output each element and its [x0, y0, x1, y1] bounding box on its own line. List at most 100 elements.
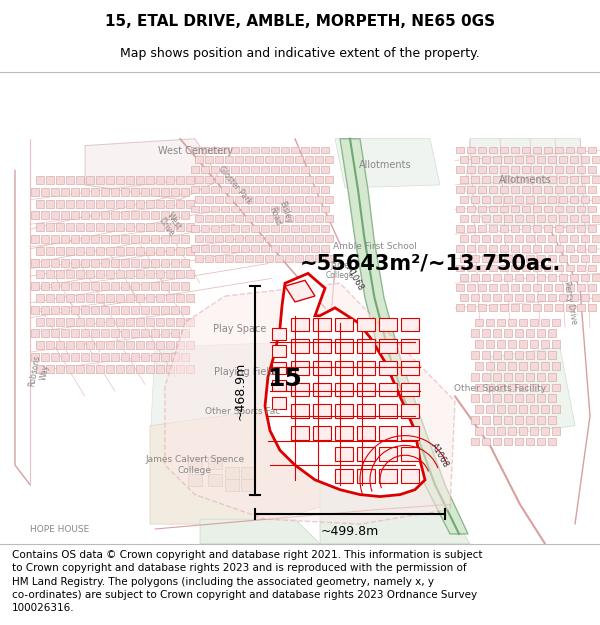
Bar — [188, 474, 202, 486]
Bar — [493, 438, 501, 446]
Bar — [493, 274, 501, 281]
Bar — [301, 186, 309, 192]
Bar — [478, 245, 486, 252]
Bar — [335, 469, 353, 482]
Bar — [335, 361, 353, 374]
Bar — [285, 235, 293, 242]
Bar — [544, 206, 552, 212]
Bar — [537, 176, 545, 183]
Bar — [131, 306, 139, 314]
Bar — [56, 294, 64, 302]
Bar — [225, 479, 239, 491]
Bar — [231, 147, 239, 154]
Bar — [215, 156, 223, 163]
Bar — [471, 196, 479, 202]
Bar — [41, 353, 49, 361]
Bar — [577, 264, 585, 271]
Polygon shape — [285, 280, 315, 302]
Bar — [500, 284, 508, 291]
Bar — [281, 186, 289, 192]
Text: West
Drive: West Drive — [156, 210, 184, 238]
Bar — [325, 216, 333, 222]
Bar — [559, 216, 567, 222]
Bar — [526, 372, 534, 381]
Bar — [156, 365, 164, 372]
Bar — [544, 225, 552, 232]
Bar — [456, 245, 464, 252]
Bar — [76, 176, 84, 184]
Bar — [251, 206, 259, 212]
Bar — [311, 206, 319, 212]
Bar — [486, 362, 494, 370]
Bar — [456, 284, 464, 291]
Polygon shape — [165, 283, 455, 524]
Bar — [295, 196, 303, 202]
Bar — [555, 245, 563, 252]
Bar — [201, 147, 209, 154]
Bar — [251, 147, 259, 154]
Bar — [141, 329, 149, 338]
Text: Map shows position and indicative extent of the property.: Map shows position and indicative extent… — [120, 48, 480, 61]
Bar — [36, 176, 44, 184]
Bar — [46, 294, 54, 302]
Bar — [471, 255, 479, 262]
Bar — [555, 206, 563, 212]
Bar — [291, 361, 309, 374]
Bar — [493, 351, 501, 359]
Bar — [467, 186, 475, 192]
Bar — [261, 245, 269, 252]
Bar — [51, 259, 59, 266]
Bar — [181, 306, 189, 314]
Bar — [215, 235, 223, 242]
Bar — [171, 235, 179, 243]
Bar — [291, 339, 309, 353]
Bar — [519, 340, 527, 348]
Bar — [76, 271, 84, 278]
Bar — [508, 362, 516, 370]
Bar — [537, 351, 545, 359]
Bar — [581, 235, 589, 242]
Bar — [241, 245, 249, 252]
Bar — [544, 284, 552, 291]
Bar — [46, 223, 54, 231]
Polygon shape — [85, 139, 220, 199]
Bar — [541, 384, 549, 391]
Bar — [91, 188, 99, 196]
Text: West Cemetery: West Cemetery — [157, 146, 233, 156]
Bar — [497, 384, 505, 391]
Bar — [544, 264, 552, 271]
Bar — [522, 206, 530, 212]
Bar — [265, 156, 273, 163]
Bar — [156, 247, 164, 255]
Bar — [126, 176, 134, 184]
Bar — [295, 216, 303, 222]
Bar — [493, 416, 501, 424]
Bar — [146, 199, 154, 208]
Bar — [76, 365, 84, 372]
Bar — [592, 196, 600, 202]
Bar — [195, 216, 203, 222]
Bar — [106, 271, 114, 278]
Bar — [548, 196, 556, 202]
Bar — [482, 351, 490, 359]
Bar — [31, 329, 39, 338]
Bar — [508, 340, 516, 348]
Bar — [51, 282, 59, 290]
Bar — [570, 156, 578, 163]
Bar — [497, 405, 505, 413]
Bar — [305, 255, 313, 262]
Bar — [101, 353, 109, 361]
Bar — [186, 199, 194, 208]
Bar — [321, 206, 329, 212]
Bar — [530, 405, 538, 413]
Bar — [116, 294, 124, 302]
Bar — [548, 329, 556, 338]
Bar — [544, 245, 552, 252]
Bar — [131, 282, 139, 290]
Bar — [131, 188, 139, 196]
Bar — [526, 196, 534, 202]
Bar — [305, 156, 313, 163]
Bar — [81, 306, 89, 314]
Bar — [588, 225, 596, 232]
Bar — [541, 319, 549, 326]
